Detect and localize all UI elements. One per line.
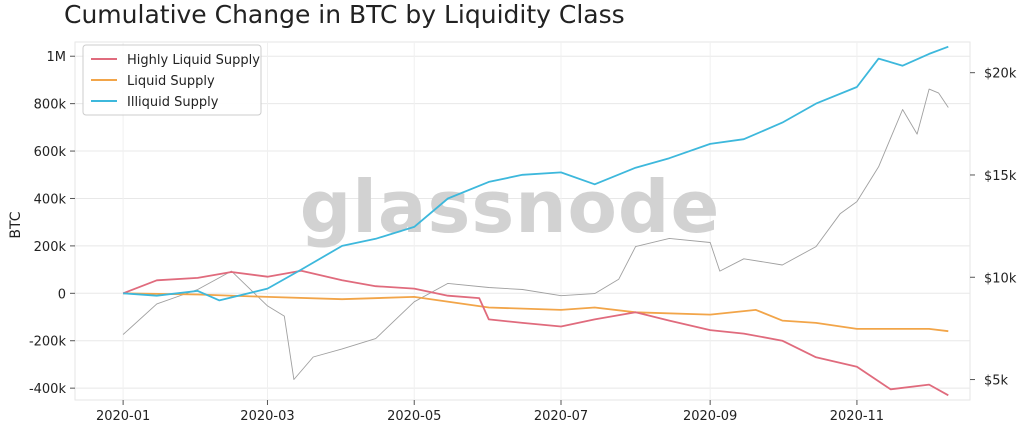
y-tick-label: -400k bbox=[29, 382, 67, 397]
y-tick-label: -200k bbox=[29, 335, 67, 350]
plot-frame bbox=[74, 41, 971, 401]
y-tick-label: 0 bbox=[58, 287, 66, 302]
y-axis-left-ticks: 1M 800k 600k 400k 200k 0 -200k -400k bbox=[29, 50, 75, 397]
illiquid-supply-line bbox=[123, 45, 949, 302]
y-axis-label: BTC bbox=[8, 211, 24, 238]
y-tick-label: 1M bbox=[47, 50, 67, 65]
x-tick-label: 2020-07 bbox=[534, 409, 588, 424]
watermark-text: glassnode bbox=[300, 165, 721, 249]
y-tick-label: 400k bbox=[34, 192, 67, 207]
highly-liquid-supply-line bbox=[122, 269, 949, 397]
y-tick-label: 600k bbox=[34, 145, 67, 160]
y2-tick-label: $15k bbox=[984, 169, 1017, 184]
x-tick-label: 2020-01 bbox=[96, 409, 150, 424]
legend: Highly Liquid Supply Liquid Supply Illiqui… bbox=[82, 44, 262, 116]
legend-label-illiquid-supply: Illiquid Supply bbox=[127, 95, 219, 110]
liquid-supply-line bbox=[123, 292, 949, 333]
x-tick-label: 2020-11 bbox=[830, 409, 884, 424]
y-tick-label: 200k bbox=[34, 240, 67, 255]
x-axis-ticks: 2020-01 2020-03 2020-05 2020-07 2020-09 2020-… bbox=[96, 400, 884, 424]
y-axis-right-ticks: $20k $15k $10k $5k bbox=[970, 67, 1017, 389]
series-lines bbox=[122, 45, 949, 397]
y2-tick-label: $20k bbox=[984, 67, 1017, 82]
legend-label-highly-liquid-supply: Highly Liquid Supply bbox=[127, 53, 260, 68]
x-tick-label: 2020-09 bbox=[683, 409, 737, 424]
y2-tick-label: $10k bbox=[984, 271, 1017, 286]
chart-title: Cumulative Change in BTC by Liquidity Cl… bbox=[64, 0, 625, 29]
y-tick-label: 800k bbox=[34, 98, 67, 113]
legend-box bbox=[82, 44, 262, 116]
x-tick-label: 2020-05 bbox=[387, 409, 441, 424]
btc-price-line bbox=[122, 88, 949, 380]
x-tick-label: 2020-03 bbox=[240, 409, 294, 424]
y2-tick-label: $5k bbox=[984, 374, 1009, 389]
legend-label-liquid-supply: Liquid Supply bbox=[127, 74, 215, 89]
